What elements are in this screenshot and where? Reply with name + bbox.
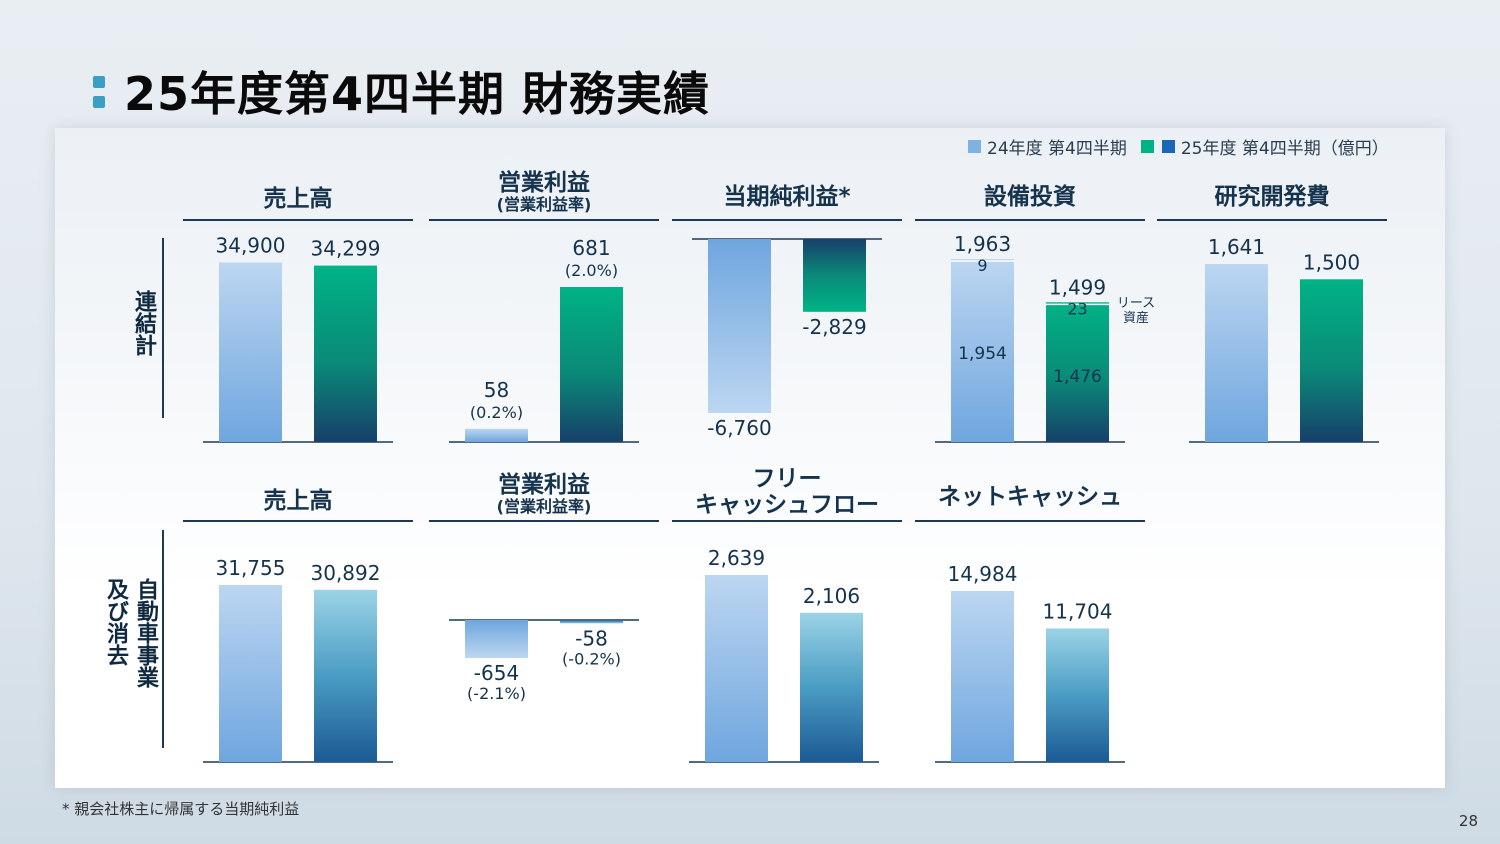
- title-marker-icon: [93, 96, 105, 108]
- data-label: 30,892: [311, 561, 381, 585]
- data-label: 34,299: [311, 237, 381, 261]
- data-label: 681: [572, 236, 610, 260]
- data-label-lease: 9: [977, 256, 987, 275]
- margin-label: (2.0%): [565, 261, 618, 280]
- data-label: 14,984: [948, 562, 1018, 586]
- header-rule: [915, 219, 1145, 221]
- header-rule: [183, 219, 413, 221]
- data-label: -58: [575, 626, 608, 650]
- data-label-segment: 1,476: [1053, 367, 1102, 387]
- data-label: -654: [474, 661, 519, 685]
- legend-label-25: 25年度 第4四半期（億円）: [1180, 139, 1389, 159]
- data-label: 1,500: [1303, 250, 1360, 274]
- legend: 24年度 第4四半期 25年度 第4四半期（億円）: [968, 134, 1403, 159]
- page-number: 28: [1458, 812, 1478, 830]
- title-marker-icon: [93, 76, 105, 88]
- row-divider: [162, 238, 164, 418]
- legend-swatch-24-icon: [968, 140, 981, 153]
- lease-label: 資産: [1123, 310, 1149, 326]
- margin-label: (-2.1%): [467, 684, 526, 703]
- header-rule: [183, 520, 413, 522]
- row-label-consolidated: 連結計: [131, 290, 156, 356]
- bar: [951, 591, 1014, 762]
- data-label: 1,963: [954, 232, 1011, 256]
- data-label: 2,106: [803, 584, 860, 608]
- header-fcf: フリー キャッシュフロー: [695, 466, 879, 518]
- header-rule: [1157, 219, 1387, 221]
- header-net-cash: ネットキャッシュ: [938, 484, 1122, 510]
- data-label: 1,641: [1208, 235, 1265, 259]
- bar: [1300, 279, 1363, 442]
- header-sales-auto: 売上高: [263, 488, 333, 514]
- bar: [219, 262, 282, 442]
- data-label: -2,829: [802, 315, 866, 339]
- header-rule: [429, 520, 659, 522]
- data-label: 34,900: [216, 234, 286, 258]
- data-label: 31,755: [216, 556, 286, 580]
- legend-swatch-25-blue-icon: [1161, 140, 1175, 153]
- bar: [465, 428, 528, 442]
- bar: [560, 620, 623, 624]
- bar: [803, 239, 866, 312]
- bar: [560, 287, 623, 442]
- data-label: 58: [484, 378, 509, 402]
- header-rule: [672, 219, 902, 221]
- margin-label: (-0.2%): [562, 649, 621, 668]
- data-label: 2,639: [708, 546, 765, 570]
- header-rule: [915, 520, 1145, 522]
- data-label-lease: 23: [1067, 299, 1087, 318]
- bar: [800, 612, 863, 762]
- data-label: -6,760: [707, 416, 771, 440]
- lease-label: リース: [1117, 296, 1155, 311]
- bar: [219, 585, 282, 762]
- header-capex: 設備投資: [984, 184, 1076, 210]
- bar: [1046, 628, 1109, 762]
- bar: [951, 259, 1014, 442]
- row-label-automotive: 自動車事業 及び消去: [100, 578, 160, 688]
- bar: [705, 575, 768, 762]
- data-label-segment: 1,954: [958, 344, 1007, 364]
- data-label: 11,704: [1043, 599, 1113, 623]
- header-op-income-auto: 営業利益 (営業利益率): [496, 472, 592, 516]
- margin-label: (0.2%): [470, 403, 523, 422]
- bar: [314, 589, 377, 762]
- legend-swatch-25-green-icon: [1140, 140, 1154, 153]
- page-title: 25年度第4四半期 財務実績: [124, 67, 711, 121]
- bar: [314, 265, 377, 442]
- bar: [465, 620, 528, 658]
- row-divider: [162, 530, 164, 748]
- header-sales: 売上高: [263, 186, 333, 212]
- bar: [708, 239, 771, 413]
- header-op-income: 営業利益 (営業利益率): [496, 170, 592, 214]
- header-rule: [672, 520, 902, 522]
- bar: [1046, 302, 1109, 442]
- footnote: * 親会社株主に帰属する当期純利益: [62, 800, 300, 818]
- data-label: 1,499: [1049, 275, 1106, 299]
- legend-label-24: 24年度 第4四半期: [987, 139, 1127, 159]
- row-label-automotive-line2: 及び消去: [103, 578, 128, 666]
- header-rnd: 研究開発費: [1214, 184, 1330, 210]
- header-rule: [429, 219, 659, 221]
- header-net-income: 当期純利益*: [723, 184, 851, 210]
- bar: [1205, 264, 1268, 442]
- row-label-automotive-line1: 自動車事業: [133, 578, 158, 688]
